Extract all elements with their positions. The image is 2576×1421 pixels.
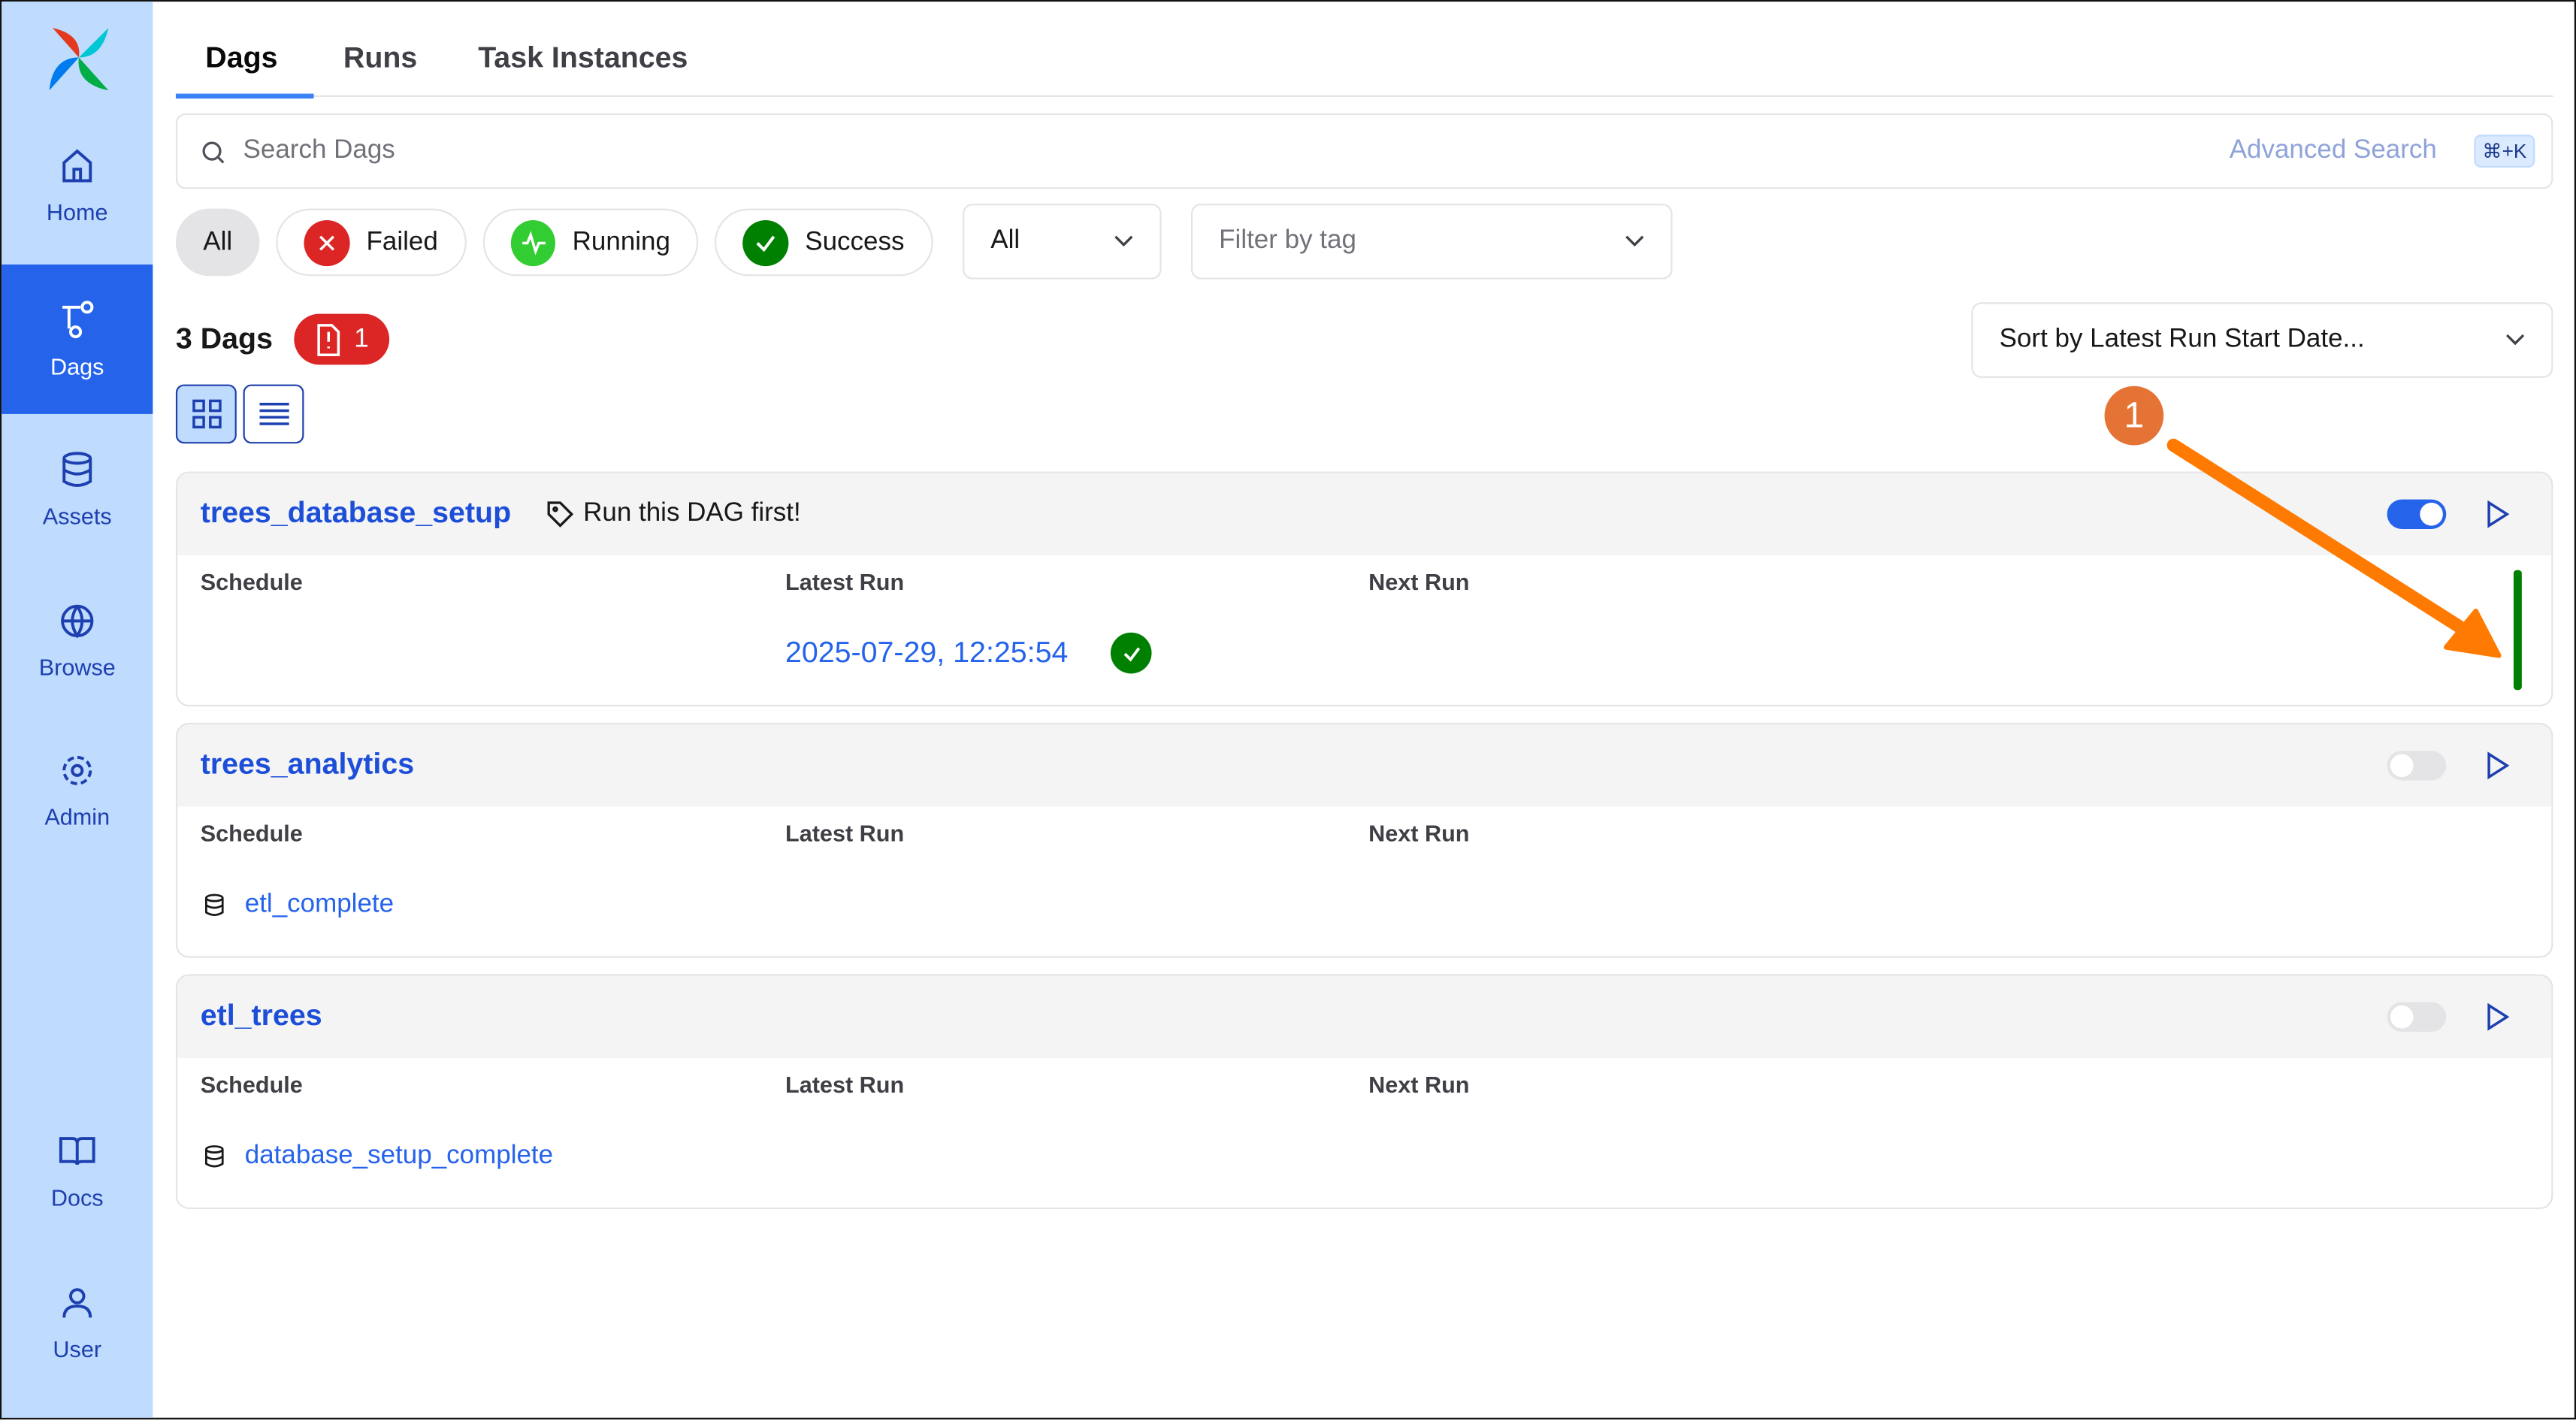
- dag-card-header: [177, 473, 2552, 555]
- dag-icon: [62, 300, 94, 338]
- dag-card: trees_analytics Schedule Latest Run Next…: [175, 722, 2553, 958]
- dag-name-link[interactable]: trees_database_setup: [200, 496, 512, 529]
- tab-dags[interactable]: Dags: [205, 41, 278, 74]
- dag-pause-toggle[interactable]: [2387, 499, 2447, 529]
- dag-pause-toggle[interactable]: [2387, 1002, 2447, 1032]
- next-run-header: Next Run: [1368, 819, 1470, 846]
- sidebar-item-dags[interactable]: Dags: [2, 264, 153, 414]
- tab-task-instances[interactable]: Task Instances: [478, 41, 688, 74]
- schedule-header: Schedule: [200, 1071, 303, 1098]
- filter-label: Failed: [366, 227, 438, 255]
- sidebar-item-user[interactable]: User: [2, 1247, 153, 1396]
- filter-running[interactable]: Running: [482, 208, 699, 277]
- tabs-divider: [175, 95, 2553, 97]
- sort-select-value: Sort by Latest Run Start Date...: [1999, 325, 2365, 354]
- filter-label: All: [203, 227, 233, 255]
- chevron-down-icon: [1114, 235, 1133, 247]
- dag-card-header: [177, 724, 2552, 807]
- dag-card: trees_database_setup Run this DAG first!…: [175, 471, 2553, 707]
- check-icon: [742, 219, 789, 266]
- sidebar-item-label: Docs: [50, 1184, 104, 1211]
- sidebar-item-label: Dags: [50, 352, 104, 379]
- import-errors-count: 1: [354, 324, 369, 352]
- tag-icon: [547, 501, 573, 528]
- user-icon: [62, 1287, 92, 1317]
- tag-filter-placeholder: Filter by tag: [1219, 226, 1356, 255]
- latest-run-header: Latest Run: [785, 819, 905, 846]
- list-view-button[interactable]: [243, 384, 304, 444]
- sidebar-item-home[interactable]: Home: [2, 110, 153, 259]
- book-icon: [59, 1135, 95, 1165]
- advanced-search-link[interactable]: Advanced Search: [2229, 136, 2437, 165]
- card-view-button[interactable]: [175, 384, 237, 444]
- state-select-value: All: [990, 226, 1020, 255]
- dag-pause-toggle[interactable]: [2387, 751, 2447, 781]
- dag-card: etl_trees Schedule Latest Run Next Run d…: [175, 974, 2553, 1210]
- next-run-header: Next Run: [1368, 1071, 1470, 1098]
- sidebar-item-browse[interactable]: Browse: [2, 565, 153, 715]
- sidebar-item-label: User: [53, 1335, 102, 1362]
- grid-icon: [192, 399, 221, 429]
- dag-name-link[interactable]: etl_trees: [200, 999, 322, 1032]
- schedule-asset-link[interactable]: database_setup_complete: [244, 1141, 554, 1170]
- search-icon: [202, 141, 225, 164]
- filter-failed[interactable]: Failed: [276, 208, 467, 277]
- next-run-header: Next Run: [1368, 568, 1470, 595]
- filter-label: Running: [572, 227, 670, 255]
- sidebar-item-label: Home: [46, 198, 108, 225]
- run-duration-bar[interactable]: [2513, 570, 2522, 691]
- latest-run-header: Latest Run: [785, 568, 905, 595]
- x-icon: [304, 219, 350, 266]
- schedule-header: Schedule: [200, 819, 303, 846]
- sidebar-item-label: Browse: [38, 653, 116, 680]
- success-check-icon: [1110, 632, 1152, 674]
- sidebar: Home Dags Assets Browse Admin Docs User: [2, 2, 153, 1418]
- sidebar-item-label: Admin: [44, 802, 110, 829]
- gear-icon: [62, 754, 92, 785]
- import-errors-badge[interactable]: 1: [294, 313, 390, 365]
- activity-icon: [510, 219, 556, 266]
- trigger-play-icon[interactable]: [2482, 1002, 2511, 1032]
- globe-icon: [61, 603, 94, 638]
- chevron-down-icon: [2506, 334, 2525, 346]
- shortcut-badge: ⌘+K: [2474, 135, 2535, 168]
- file-warning-icon: [316, 323, 340, 355]
- sidebar-item-admin[interactable]: Admin: [2, 715, 153, 864]
- filter-label: Success: [805, 227, 905, 255]
- annotation-marker: 1: [2104, 385, 2164, 446]
- sidebar-item-assets[interactable]: Assets: [2, 414, 153, 564]
- dag-count: 3 Dags: [175, 322, 273, 355]
- sidebar-item-docs[interactable]: Docs: [2, 1096, 153, 1245]
- latest-run-link[interactable]: 2025-07-29, 12:25:54: [785, 636, 1069, 669]
- tab-runs[interactable]: Runs: [343, 41, 418, 74]
- sidebar-item-label: Assets: [42, 501, 112, 528]
- dag-name-link[interactable]: trees_analytics: [200, 747, 415, 781]
- filter-success[interactable]: Success: [715, 208, 933, 277]
- database-icon: [205, 1145, 224, 1168]
- airflow-logo-icon[interactable]: [46, 25, 111, 91]
- database-icon: [62, 451, 92, 486]
- schedule-asset-link[interactable]: etl_complete: [244, 890, 395, 919]
- chevron-down-icon: [1625, 235, 1644, 247]
- active-tab-indicator: [175, 93, 314, 99]
- dag-card-header: [177, 975, 2552, 1058]
- tag-filter-select[interactable]: Filter by tag: [1191, 204, 1673, 280]
- latest-run-header: Latest Run: [785, 1071, 905, 1098]
- filter-all[interactable]: All: [175, 208, 260, 277]
- search-input[interactable]: Search Dags: [243, 136, 395, 165]
- schedule-header: Schedule: [200, 568, 303, 595]
- database-icon: [205, 893, 224, 916]
- list-icon: [259, 403, 289, 425]
- search-bar[interactable]: Search Dags Advanced Search ⌘+K: [175, 113, 2553, 189]
- home-icon: [62, 148, 92, 182]
- dag-tag[interactable]: Run this DAG first!: [583, 499, 801, 528]
- state-select[interactable]: All: [963, 204, 1162, 280]
- trigger-play-icon[interactable]: [2482, 751, 2511, 780]
- sort-select[interactable]: Sort by Latest Run Start Date...: [1971, 302, 2553, 378]
- trigger-play-icon[interactable]: [2482, 500, 2511, 529]
